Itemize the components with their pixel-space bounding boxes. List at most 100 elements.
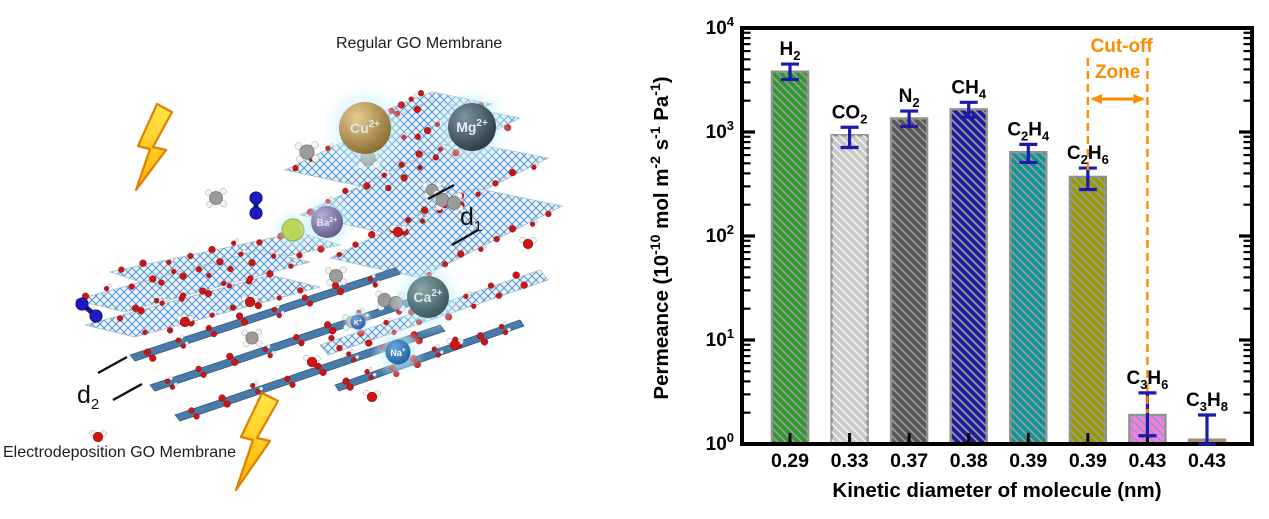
nitrogen-atom — [249, 191, 263, 205]
bars — [770, 70, 1227, 446]
oxygen-atom — [475, 191, 481, 197]
hydrogen-atom — [435, 181, 442, 188]
ion-cu2plus: Cu2+ — [319, 82, 411, 174]
oxygen-atom — [204, 290, 212, 298]
carbon-atom — [329, 269, 343, 283]
x-tick-label: 0.39 — [1009, 450, 1047, 472]
error-bars — [781, 62, 1216, 446]
y-tick-label: 100 — [706, 430, 734, 455]
carbon-atom — [447, 196, 461, 210]
axis-ticks — [744, 26, 1250, 446]
hydrogen-atom — [435, 344, 440, 348]
hydrogen-atom — [173, 382, 178, 387]
hydrogen-atom — [184, 341, 189, 346]
oxygen-atom — [227, 265, 234, 273]
oxygen-atom — [420, 206, 429, 214]
water-molecule — [446, 337, 464, 351]
x-tick-label: 0.37 — [890, 450, 928, 472]
oxygen-atom — [419, 218, 426, 224]
oxygen-atom — [235, 312, 244, 320]
hydrogen-atom — [204, 189, 212, 197]
hydrogen-atom — [311, 141, 319, 149]
oxygen-atom — [351, 357, 357, 363]
hydrogen-atom — [259, 386, 264, 391]
oxygen-atom — [175, 337, 181, 343]
hydrogen-atom — [108, 283, 112, 288]
oxygen-atom — [336, 252, 342, 258]
oxygen-atom — [342, 187, 349, 195]
nitrogen-atom — [75, 297, 89, 311]
hydrogen-atom — [412, 94, 417, 99]
oxygen-atom — [493, 236, 500, 243]
oxygen-atom — [492, 180, 499, 187]
oxygen-atom — [230, 304, 237, 311]
oxygen-atom — [137, 307, 145, 315]
oxygen-atom — [367, 276, 373, 282]
oxygen-atom — [248, 259, 256, 267]
error-bar-CH4 — [959, 100, 978, 119]
chart-plot-area: 100 101 102 103 104 0.29 0.33 0.37 0.38 0.39 0.39 0… — [647, 14, 1254, 472]
ion-kplus: K+ — [342, 306, 374, 338]
oxygen-atom — [103, 286, 110, 292]
oxygen-atom — [276, 295, 282, 301]
oxygen-atom — [522, 238, 534, 250]
oxygen-atom — [324, 321, 332, 329]
hydrogen-atom — [242, 249, 247, 254]
hydrogen-atom — [371, 274, 376, 278]
hydrogen-atom — [340, 249, 345, 254]
hydrocarbon-molecule — [294, 141, 320, 163]
bar-hatch-C2H6 — [1069, 176, 1106, 444]
hydrogen-atom — [275, 251, 279, 256]
oxygen-atom — [471, 303, 477, 309]
oxygen-atom — [306, 356, 318, 368]
carbon-atom — [209, 191, 223, 205]
oxygen-atom — [218, 394, 226, 402]
oxygen-atom — [364, 369, 370, 375]
d2-spacing-marker: d2 — [77, 355, 143, 413]
error-bar-C3H8 — [1198, 413, 1216, 446]
bar-hatch-N2 — [891, 118, 928, 445]
oxygen-atom — [193, 413, 200, 420]
lightning-bolt-icon — [234, 391, 280, 492]
oxygen-atom — [383, 319, 389, 326]
hydrogen-atom — [372, 372, 377, 377]
hydrogen-atom — [280, 293, 285, 297]
oxygen-atom — [159, 300, 165, 306]
svg-text:Mg2+: Mg2+ — [456, 118, 488, 135]
hydrogen-atom — [424, 216, 428, 221]
oxygen-atom — [342, 377, 350, 385]
oxygen-atom — [166, 259, 172, 266]
oxygen-atom — [293, 334, 300, 341]
gas-label-CO2: CO2 — [832, 102, 868, 126]
oxygen-atom — [435, 352, 441, 358]
nitrogen-molecule — [75, 297, 103, 323]
water-molecule — [389, 224, 407, 238]
hydrogen-atom — [255, 328, 263, 336]
oxygen-atom — [306, 300, 314, 307]
oxygen-atom — [508, 168, 517, 177]
oxygen-atom — [329, 327, 337, 335]
hydrogen-atom — [254, 380, 259, 385]
oxygen-atom — [223, 400, 231, 408]
hydrogen-atom — [355, 355, 360, 359]
bar-hatch-C2H4 — [1010, 152, 1047, 444]
error-bar-N2 — [900, 109, 919, 129]
oxygen-atom — [298, 340, 305, 347]
oxygen-atom — [250, 383, 256, 389]
hydrocarbon-molecule — [204, 188, 228, 208]
axes-frame — [740, 26, 1254, 446]
water-molecule — [303, 354, 321, 368]
oxygen-atom — [502, 329, 509, 336]
y-tick-label: 102 — [706, 222, 734, 247]
svg-text:Ba2+: Ba2+ — [317, 217, 338, 229]
oxygen-atom — [209, 312, 215, 318]
oxygen-atom — [414, 133, 421, 140]
hydrogen-atom — [507, 327, 511, 332]
oxygen-atom — [292, 165, 299, 172]
oxygen-atom — [244, 296, 256, 308]
oxygen-atom — [158, 279, 165, 286]
oxygen-atom — [432, 154, 439, 161]
hydrogen-atom — [535, 162, 540, 167]
water-molecule — [89, 429, 107, 443]
